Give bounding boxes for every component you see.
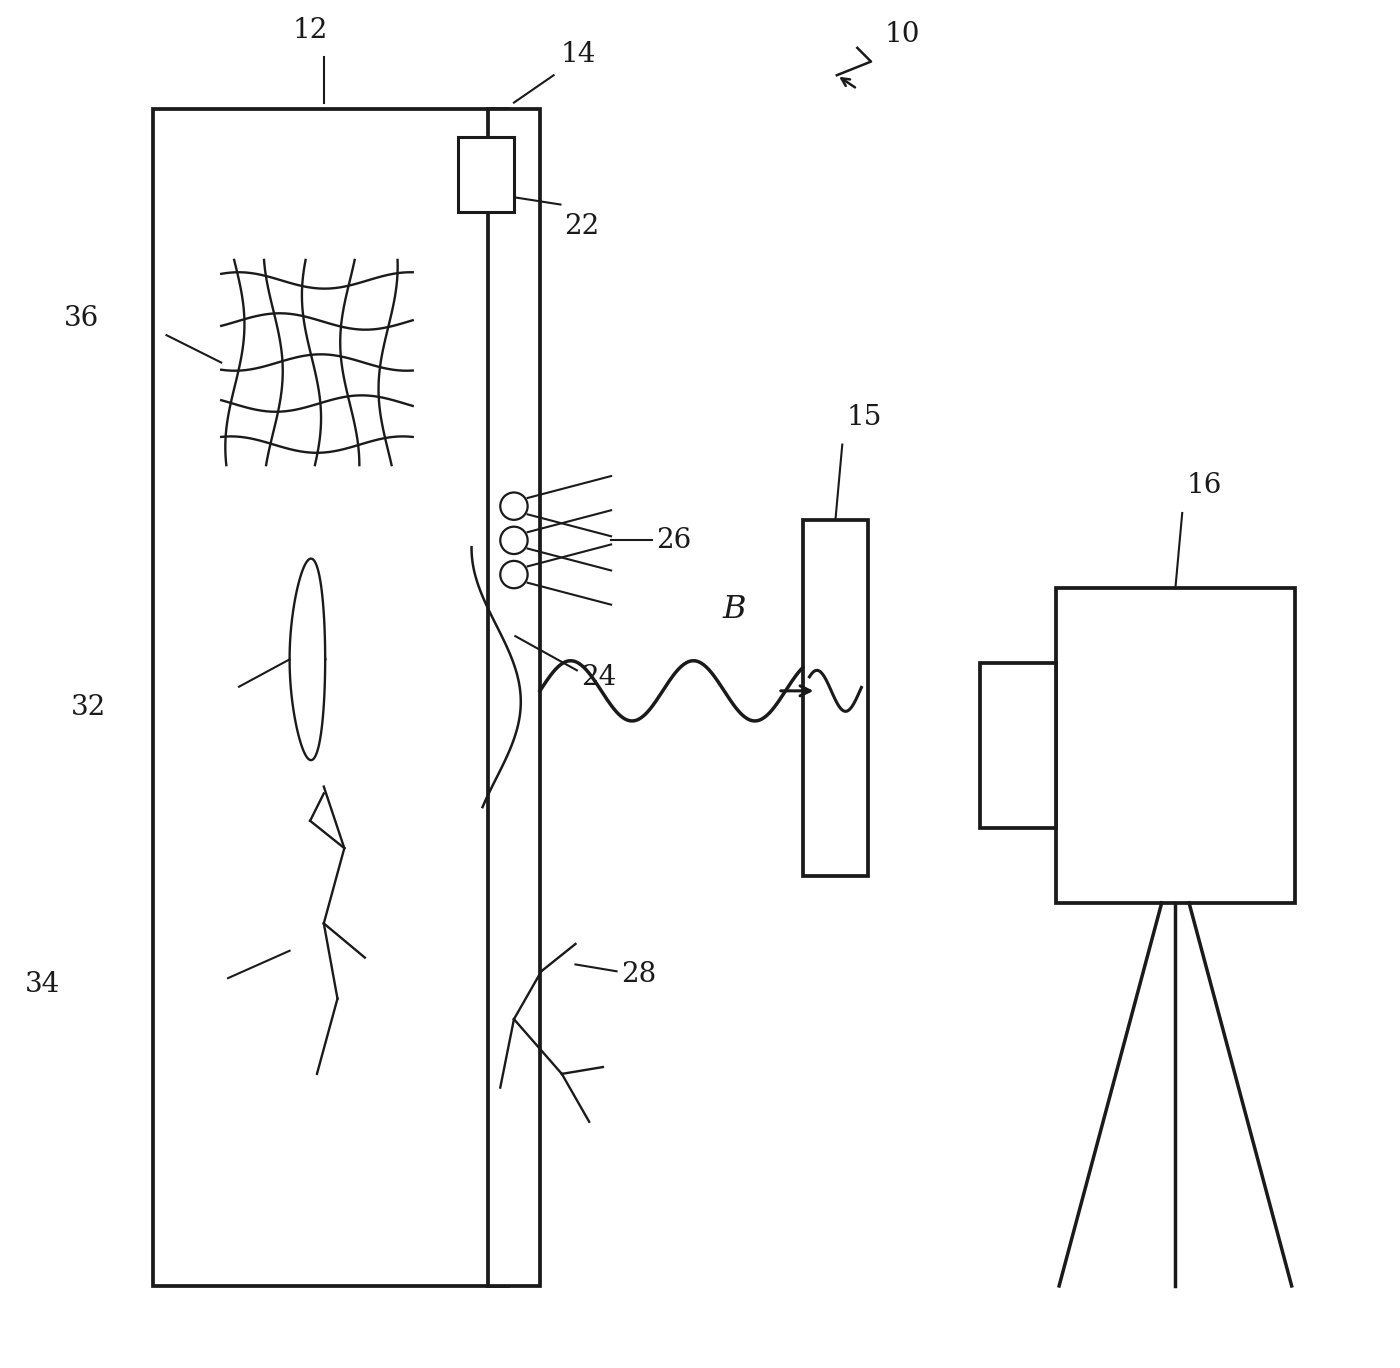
Bar (489, 109, 540, 1286)
Text: 34: 34 (25, 971, 60, 999)
Bar (458, 137, 514, 212)
Text: 36: 36 (64, 305, 99, 332)
Text: 24: 24 (581, 663, 616, 691)
Text: 14: 14 (560, 41, 596, 68)
Text: B: B (722, 594, 746, 625)
Bar (1056, 588, 1295, 903)
Text: 22: 22 (564, 213, 599, 239)
Text: 16: 16 (1186, 472, 1222, 499)
Bar (980, 663, 1056, 828)
Text: 32: 32 (71, 694, 106, 721)
Bar (802, 520, 868, 876)
Text: 15: 15 (847, 404, 882, 431)
Text: 28: 28 (620, 960, 657, 988)
Text: 10: 10 (885, 21, 920, 48)
Bar (153, 109, 508, 1286)
Text: 26: 26 (657, 527, 692, 554)
Text: 12: 12 (293, 16, 328, 44)
